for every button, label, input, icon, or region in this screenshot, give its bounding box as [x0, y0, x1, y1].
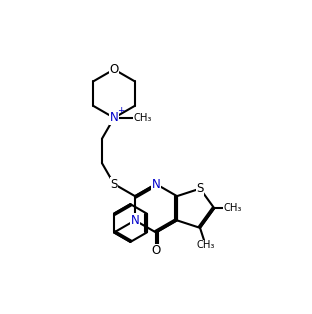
Text: CH₃: CH₃: [223, 203, 241, 213]
Text: O: O: [151, 244, 161, 257]
Text: N: N: [110, 111, 119, 124]
Text: CH₃: CH₃: [197, 240, 215, 250]
Text: CH₃: CH₃: [133, 113, 152, 123]
Text: S: S: [110, 177, 118, 191]
Text: N: N: [131, 214, 139, 227]
Text: O: O: [110, 63, 119, 76]
Text: S: S: [196, 182, 204, 195]
Text: +: +: [117, 106, 124, 116]
Text: N: N: [152, 177, 160, 191]
